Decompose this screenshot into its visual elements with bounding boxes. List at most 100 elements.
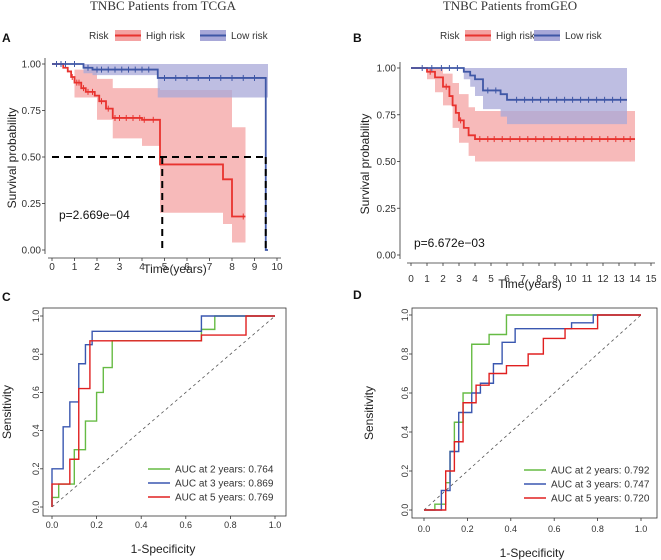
y-tick-label: 0.8 bbox=[31, 348, 41, 361]
pvalue-b: p=6.672e−03 bbox=[414, 236, 485, 250]
roc-plot-geo: 0.0 0.2 0.4 0.6 0.8 1.0 0.0 0.2 0.4 0.6 0.8 1.0 AUC… bbox=[362, 307, 658, 560]
x-tick-label: 6 bbox=[504, 274, 510, 285]
ylabel-c: Sensitivity bbox=[0, 385, 14, 439]
pvalue-a: p=2.669e−04 bbox=[59, 208, 130, 222]
x-tick-label: 5 bbox=[162, 262, 168, 273]
ylabel-b: Survival probability bbox=[358, 114, 372, 215]
x-tick-label: 0.2 bbox=[90, 520, 103, 530]
x-tick-label: 0.0 bbox=[46, 520, 59, 530]
legend-b-title: Risk bbox=[440, 31, 460, 42]
xlabel-a: Time(years) bbox=[143, 262, 207, 276]
x-tick-label: 8 bbox=[536, 274, 542, 285]
survival-curve-high-risk bbox=[52, 63, 246, 218]
y-tick-label: 0.2 bbox=[400, 465, 410, 478]
y-tick-label: 0.4 bbox=[31, 424, 41, 437]
x-tick-label: 9 bbox=[252, 262, 258, 273]
legend-label-1: AUC at 2 years: 0.792 bbox=[551, 466, 650, 477]
legend-a: Risk High risk Low risk bbox=[89, 30, 269, 42]
y-tick-label: 0.75 bbox=[22, 106, 42, 117]
x-tick-label: 1.0 bbox=[269, 520, 282, 530]
survival-curve-high-risk bbox=[411, 67, 635, 140]
y-tick-label: 1.0 bbox=[400, 309, 410, 322]
x-tick-label: 0.8 bbox=[591, 524, 604, 534]
y-tick-label: 0.50 bbox=[377, 157, 397, 168]
x-tick-label: 7 bbox=[207, 262, 213, 273]
x-tick-label: 9 bbox=[552, 274, 558, 285]
x-tick-label: 0.6 bbox=[548, 524, 561, 534]
y-tick-label: 1.0 bbox=[31, 310, 41, 323]
ylabel-a: Survival probability bbox=[5, 108, 19, 209]
ci-band-low-risk bbox=[52, 64, 268, 98]
x-tick-label: 1.0 bbox=[635, 524, 648, 534]
km-plot-geo: Risk High risk Low risk 0 1 2 3 4 5 6 7 8 9 10 11 12… bbox=[358, 30, 657, 291]
x-tick-label: 0 bbox=[408, 274, 414, 285]
x-tick-label: 1 bbox=[72, 262, 78, 273]
x-tick-label: 2 bbox=[94, 262, 100, 273]
survival-curve-low-risk bbox=[411, 67, 627, 101]
x-tick-label: 7 bbox=[520, 274, 526, 285]
km-plot-tcga: Risk High risk Low risk 0 1 2 3 4 5 6 7 8 9 10 0.00… bbox=[5, 30, 283, 276]
y-tick-label: 0.0 bbox=[31, 501, 41, 514]
legend-label-2: AUC at 3 years: 0.747 bbox=[551, 480, 650, 491]
x-tick-label: 5 bbox=[488, 274, 494, 285]
y-tick-label: 0.0 bbox=[400, 504, 410, 517]
y-tick-label: 0.00 bbox=[22, 246, 42, 257]
x-tick-label: 0.2 bbox=[461, 524, 474, 534]
x-tick-label: 10 bbox=[271, 262, 283, 273]
x-tick-label: 0.8 bbox=[224, 520, 237, 530]
y-tick-label: 1.00 bbox=[22, 60, 42, 71]
roc-curve-3 bbox=[51, 315, 275, 507]
legend-b-high-label: High risk bbox=[496, 31, 536, 42]
y-tick-label: 0.2 bbox=[31, 463, 41, 476]
x-tick-label: 6 bbox=[184, 262, 190, 273]
x-tick-label: 0.6 bbox=[180, 520, 193, 530]
legend-b: Risk High risk Low risk bbox=[440, 30, 603, 42]
legend-label-1: AUC at 2 years: 0.764 bbox=[175, 465, 274, 476]
x-tick-label: 2 bbox=[440, 274, 446, 285]
roc-curve-3 bbox=[424, 314, 641, 511]
panel-letter-a: A bbox=[2, 31, 11, 45]
diagonal-d bbox=[423, 314, 642, 511]
legend-label-2: AUC at 3 years: 0.869 bbox=[175, 479, 274, 490]
legend-b-low-label: Low risk bbox=[565, 31, 603, 42]
y-tick-label: 0.00 bbox=[377, 251, 397, 262]
frame-c bbox=[42, 307, 287, 517]
ci-band-high-risk bbox=[52, 64, 246, 243]
legend-a-low-label: Low risk bbox=[231, 31, 269, 42]
x-tick-label: 12 bbox=[597, 274, 609, 285]
x-tick-label: 11 bbox=[582, 274, 593, 285]
y-tick-label: 0.6 bbox=[400, 387, 410, 400]
y-tick-label: 1.00 bbox=[377, 64, 397, 75]
y-tick-label: 0.50 bbox=[22, 153, 42, 164]
xlabel-d: 1-Specificity bbox=[500, 546, 565, 560]
y-tick-label: 0.25 bbox=[377, 204, 397, 215]
x-tick-label: 0 bbox=[49, 262, 55, 273]
legend-a-high-label: High risk bbox=[146, 31, 186, 42]
title-panel-b: TNBC Patients fromGEO bbox=[443, 0, 577, 13]
x-tick-label: 8 bbox=[229, 262, 235, 273]
x-tick-label: 1 bbox=[424, 274, 430, 285]
xlabel-c: 1-Specificity bbox=[131, 542, 196, 556]
roc-curve-2 bbox=[51, 315, 275, 507]
x-tick-label: 0.4 bbox=[505, 524, 518, 534]
x-tick-label: 10 bbox=[565, 274, 577, 285]
xlabel-b: Time(years) bbox=[498, 277, 562, 291]
legend-label-3: AUC at 5 years: 0.769 bbox=[175, 493, 274, 504]
x-tick-label: 3 bbox=[117, 262, 123, 273]
title-panel-a: TNBC Patients from TCGA bbox=[90, 0, 237, 13]
x-tick-label: 0.4 bbox=[135, 520, 148, 530]
panel-letter-d: D bbox=[353, 288, 362, 302]
ylabel-d: Sensitivity bbox=[362, 386, 376, 440]
y-tick-label: 0.25 bbox=[22, 199, 42, 210]
x-tick-label: 4 bbox=[472, 274, 478, 285]
y-tick-label: 0.6 bbox=[31, 386, 41, 399]
x-tick-label: 0.0 bbox=[418, 524, 431, 534]
x-tick-label: 13 bbox=[613, 274, 625, 285]
diagonal-c bbox=[51, 315, 276, 508]
y-tick-label: 0.4 bbox=[400, 426, 410, 439]
roc-plot-tcga: 0.0 0.2 0.4 0.6 0.8 1.0 0.0 0.2 0.4 0.6 0.8 1.0 AUC… bbox=[0, 307, 287, 556]
y-tick-label: 0.75 bbox=[377, 110, 397, 121]
x-tick-label: 15 bbox=[645, 274, 657, 285]
panel-letter-c: C bbox=[2, 290, 11, 304]
